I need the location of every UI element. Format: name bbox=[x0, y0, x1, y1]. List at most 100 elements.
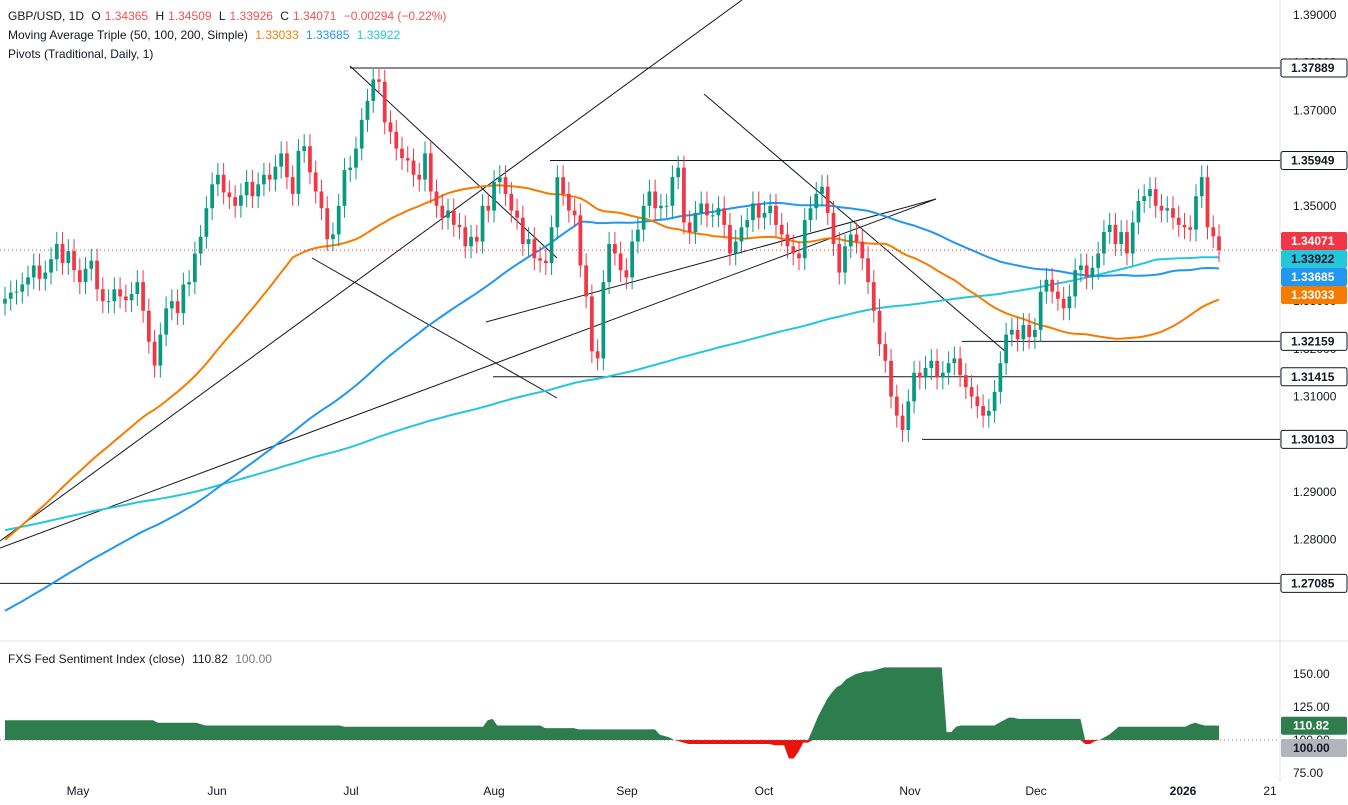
candle bbox=[89, 248, 94, 281]
candle-body bbox=[365, 100, 370, 120]
pivot-price-label: 1.27085 bbox=[1280, 573, 1348, 593]
candle bbox=[848, 222, 853, 259]
candle bbox=[751, 191, 755, 233]
candle-body bbox=[659, 205, 663, 209]
subchart-baseline: 100.00 bbox=[235, 652, 272, 666]
candle bbox=[509, 181, 514, 223]
candle-body bbox=[181, 284, 186, 314]
candle bbox=[210, 172, 214, 221]
candle-body bbox=[710, 215, 715, 217]
candle-body bbox=[60, 243, 65, 264]
candle bbox=[146, 298, 151, 354]
candle bbox=[768, 193, 773, 225]
candle bbox=[1010, 317, 1014, 347]
candle-body bbox=[894, 396, 899, 416]
candle bbox=[664, 193, 669, 218]
candle bbox=[624, 258, 629, 290]
candle-body bbox=[561, 177, 565, 194]
candle-body bbox=[135, 282, 140, 295]
candle bbox=[204, 196, 209, 249]
candle-body bbox=[1188, 227, 1193, 230]
candle bbox=[325, 196, 330, 252]
candle-body bbox=[889, 360, 893, 397]
candle-body bbox=[3, 298, 7, 304]
candle bbox=[1142, 184, 1147, 213]
pivot-label-text: 1.31415 bbox=[1291, 370, 1335, 384]
time-tick-label: Dec bbox=[1025, 784, 1046, 798]
pivot-price-label: 1.37889 bbox=[1280, 58, 1348, 78]
candle-body bbox=[83, 268, 88, 283]
candle bbox=[1199, 165, 1204, 209]
candle bbox=[659, 193, 663, 221]
candle bbox=[906, 389, 911, 442]
candle bbox=[463, 215, 468, 259]
candle bbox=[589, 284, 594, 364]
candle bbox=[871, 270, 876, 323]
close-value: 1.34071 bbox=[292, 9, 337, 23]
candle bbox=[129, 282, 134, 313]
candle bbox=[1119, 220, 1124, 256]
candle-body bbox=[682, 167, 686, 223]
pivot-label-text: 1.35949 bbox=[1291, 154, 1335, 168]
candle bbox=[1004, 322, 1008, 376]
candle bbox=[705, 191, 709, 228]
candle-body bbox=[210, 184, 214, 209]
candle bbox=[54, 232, 59, 272]
candle-body bbox=[290, 177, 295, 194]
candle bbox=[917, 360, 922, 390]
candle-body bbox=[1153, 189, 1158, 206]
candle-body bbox=[1107, 224, 1112, 233]
candle-body bbox=[618, 253, 623, 271]
candle bbox=[37, 253, 42, 291]
candle bbox=[923, 356, 928, 390]
candle bbox=[1033, 317, 1037, 349]
candle bbox=[820, 174, 824, 206]
candle-body bbox=[923, 367, 928, 378]
candle-body bbox=[722, 208, 727, 225]
candle bbox=[1107, 212, 1112, 244]
candle-body bbox=[192, 253, 197, 283]
candle-body bbox=[175, 301, 180, 314]
candle bbox=[682, 155, 686, 235]
ma50-value: 1.33033 bbox=[255, 28, 299, 42]
candle bbox=[762, 201, 767, 230]
candle bbox=[745, 208, 750, 240]
candle-body bbox=[791, 246, 796, 254]
price-pill-text: 1.33685 bbox=[1291, 270, 1335, 284]
candle-body bbox=[693, 212, 698, 233]
candle bbox=[641, 193, 646, 242]
candle-body bbox=[216, 174, 220, 185]
candle-body bbox=[89, 260, 94, 269]
candle bbox=[1188, 215, 1193, 242]
candle bbox=[998, 351, 1003, 404]
candle-body bbox=[1004, 334, 1008, 364]
candle-body bbox=[1010, 329, 1014, 335]
symbol-label[interactable]: GBP/USD, 1D bbox=[8, 9, 85, 23]
candle bbox=[1165, 196, 1170, 223]
candle-body bbox=[446, 210, 450, 218]
candle bbox=[802, 208, 807, 271]
ma-title[interactable]: Moving Average Triple (50, 100, 200, Sim… bbox=[8, 28, 248, 42]
candle-body bbox=[733, 241, 738, 254]
candle-body bbox=[1176, 217, 1181, 225]
candle bbox=[428, 141, 433, 204]
candle bbox=[95, 248, 99, 302]
candle bbox=[785, 222, 790, 259]
candle-body bbox=[313, 172, 318, 192]
candle-body bbox=[992, 391, 997, 411]
candle-body bbox=[728, 224, 732, 254]
candle bbox=[1050, 267, 1055, 304]
candle bbox=[1171, 196, 1175, 230]
candle-body bbox=[952, 358, 957, 364]
candle-body bbox=[607, 243, 611, 283]
pivots-title[interactable]: Pivots (Traditional, Daily, 1) bbox=[8, 47, 154, 61]
candle bbox=[1079, 253, 1083, 283]
candle-body bbox=[975, 396, 980, 407]
candle-body bbox=[382, 81, 387, 123]
candle bbox=[8, 280, 13, 311]
candle bbox=[866, 246, 870, 295]
candle-body bbox=[1096, 253, 1101, 268]
time-tick-label: May bbox=[67, 784, 90, 798]
subchart-title[interactable]: FXS Fed Sentiment Index (close) bbox=[8, 652, 185, 666]
